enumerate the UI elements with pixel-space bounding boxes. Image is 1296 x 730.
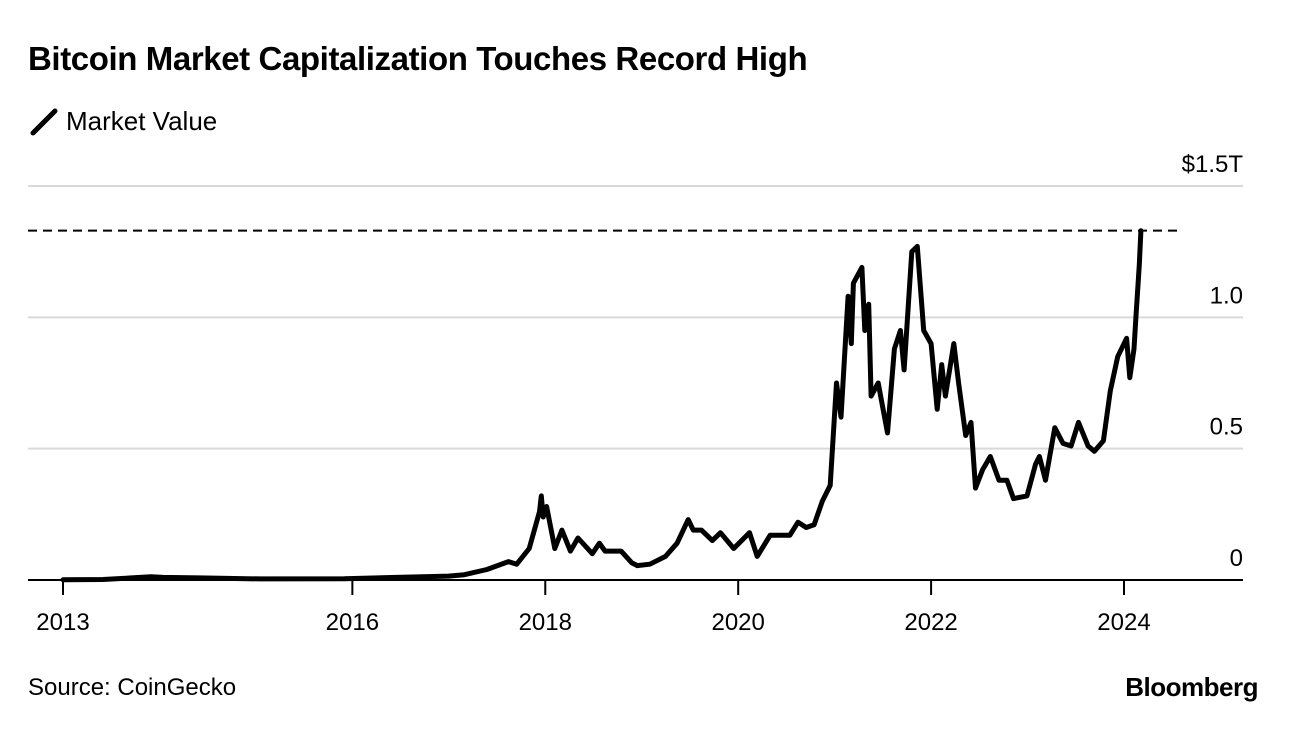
y-tick-label: 0.5 <box>1210 414 1243 441</box>
x-tick-label: 2013 <box>36 609 89 636</box>
brand-logo: Bloomberg <box>1125 672 1258 702</box>
x-tick-label: 2018 <box>519 609 572 636</box>
y-tick-label: 1.0 <box>1210 282 1243 309</box>
series-line-market-value <box>60 228 1144 583</box>
x-tick-label: 2020 <box>711 609 764 636</box>
x-tick-label: 2022 <box>904 609 957 636</box>
legend-label: Market Value <box>66 106 218 136</box>
source-note: Source: CoinGecko <box>28 674 237 701</box>
y-tick-label: 0 <box>1230 545 1243 572</box>
x-tick-label: 2016 <box>326 609 379 636</box>
x-tick-label: 2024 <box>1097 609 1150 636</box>
legend: Market Value <box>30 106 217 137</box>
chart-title: Bitcoin Market Capitalization Touches Re… <box>28 40 808 77</box>
y-tick-label: $1.5T <box>1182 151 1244 178</box>
legend-line-icon <box>30 108 58 135</box>
